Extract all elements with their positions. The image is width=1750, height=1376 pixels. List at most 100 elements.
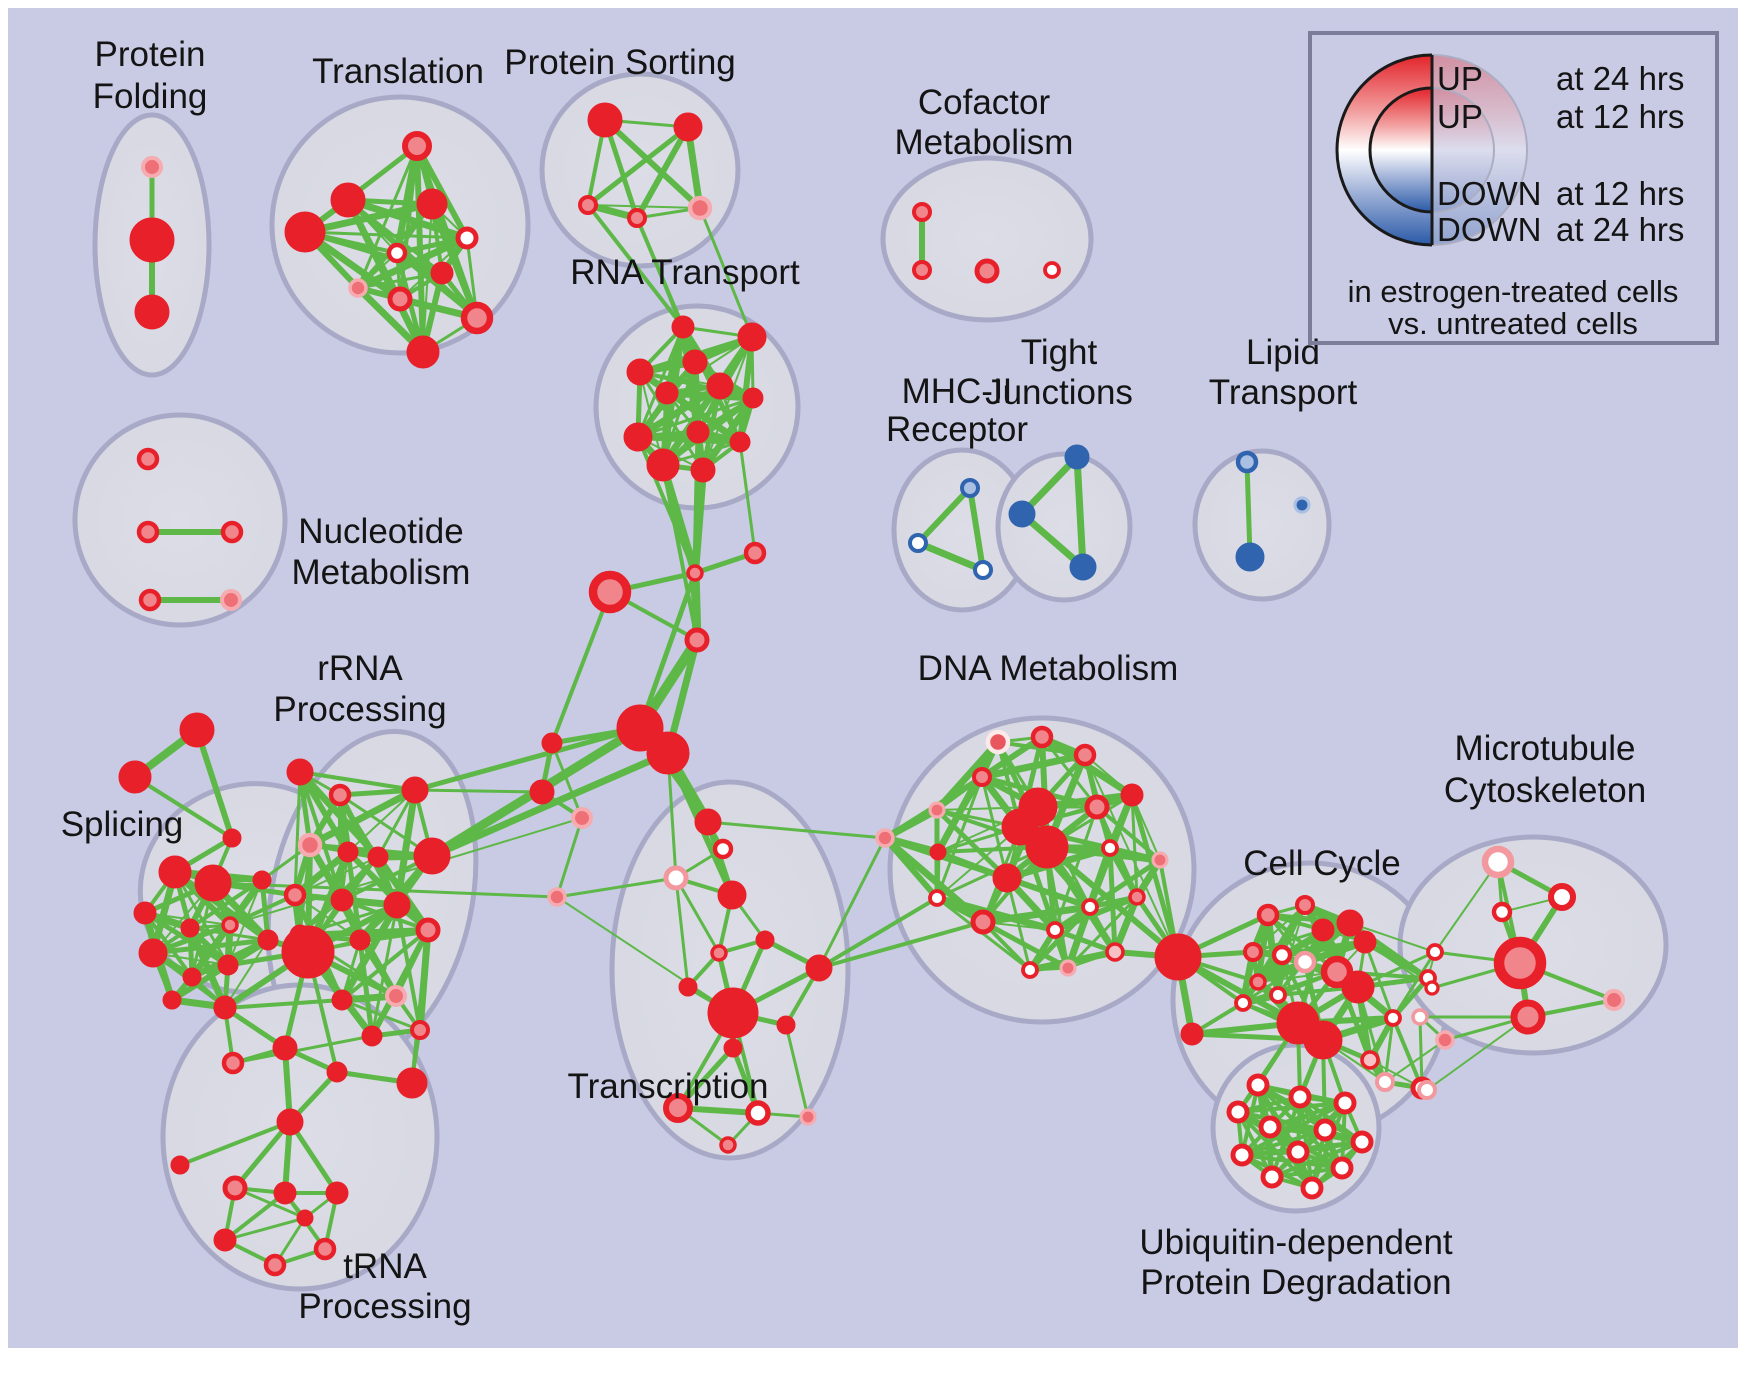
- node-dna-metabolism: [928, 889, 946, 907]
- node-trna-processing: [213, 996, 237, 1020]
- edge-transcription: [674, 877, 721, 954]
- edge-protein-sorting: [602, 117, 703, 211]
- edge-dna-metabolism: [1107, 846, 1140, 899]
- edge-rna-transport: [700, 396, 756, 472]
- cluster-bubble-nucleotide-metabolism: [72, 412, 288, 628]
- node-cell-cycle: [1243, 942, 1263, 962]
- edge-trna-processing: [223, 1191, 287, 1242]
- node-translation: [430, 261, 454, 285]
- node-rrna-processing: [330, 888, 354, 912]
- node-dna-metabolism: [1059, 959, 1077, 977]
- node-nucleotide-metabolism: [138, 588, 162, 612]
- node-ubiquitin: [1230, 1143, 1254, 1167]
- node-rna-transport: [623, 422, 653, 452]
- edge-link: [818, 920, 984, 970]
- edge-rna-transport: [636, 326, 685, 438]
- node-protein-folding: [129, 217, 175, 263]
- cluster-label-microtubule-line1: Cytoskeleton: [1444, 771, 1646, 810]
- edge-dna-metabolism: [1054, 927, 1116, 955]
- legend: UP at 24 hrs UP at 12 hrs DOWN at 12 hrs…: [1308, 31, 1719, 345]
- node-backbone: [684, 627, 710, 653]
- cluster-label-splicing-line0: Splicing: [61, 805, 184, 844]
- edge-link: [224, 998, 343, 1010]
- edge-dna-metabolism: [1006, 875, 1091, 910]
- node-rna-transport: [690, 457, 716, 483]
- node-cell-cycle: [1353, 930, 1377, 954]
- cluster-label-mhc-ii-receptor-line0: MHC-II: [902, 372, 1013, 411]
- node-cell-cycle: [1256, 903, 1280, 927]
- cluster-label-ubiquitin-line0: Ubiquitin-dependent: [1139, 1223, 1453, 1262]
- edge-microtubule: [1426, 1016, 1529, 1091]
- node-microtubule: [1602, 988, 1626, 1012]
- edge-rna-transport: [660, 335, 755, 467]
- edge-tight-junctions: [1073, 456, 1087, 568]
- edge-rrna-processing: [294, 856, 379, 896]
- node-rrna-processing: [297, 832, 323, 858]
- node-microtubule: [1426, 943, 1444, 961]
- node-nucleotide-metabolism: [136, 520, 160, 544]
- edge-link: [194, 729, 235, 839]
- node-dna-metabolism: [1073, 743, 1097, 767]
- node-trna-processing: [325, 1181, 349, 1205]
- node-cell-cycle: [1269, 986, 1287, 1004]
- cluster-label-cell-cycle-line0: Cell Cycle: [1243, 844, 1401, 883]
- node-dna-metabolism: [1101, 839, 1119, 857]
- node-rrna-processing: [383, 891, 411, 919]
- edge-lipid-transport: [1244, 461, 1253, 558]
- node-lipid-transport: [1235, 450, 1259, 474]
- edge-link: [212, 881, 558, 899]
- node-translation: [387, 286, 413, 312]
- node-transcription: [717, 880, 747, 910]
- edge-link: [698, 207, 754, 338]
- node-protein-folding: [134, 294, 170, 330]
- cluster-label-cofactor-metabolism-line1: Metabolism: [895, 123, 1074, 162]
- node-dna-metabolism: [1120, 783, 1144, 807]
- node-cell-cycle: [1295, 895, 1315, 915]
- node-backbone: [743, 541, 767, 565]
- node-transcription: [719, 1136, 737, 1154]
- legend-caption-line2: vs. untreated cells: [1388, 306, 1638, 341]
- node-cell-cycle: [1234, 994, 1252, 1012]
- edge-trna-processing: [287, 1120, 340, 1195]
- edge-dna-metabolism: [935, 776, 984, 899]
- edge-link: [1418, 1016, 1424, 1089]
- node-rrna-processing: [367, 846, 389, 868]
- node-cell-cycle: [1249, 973, 1267, 991]
- edge-link: [229, 817, 583, 926]
- node-lipid-transport: [1293, 496, 1311, 514]
- edge-rna-transport: [638, 371, 705, 471]
- legend-row-0-time: at 24 hrs: [1556, 60, 1684, 97]
- cluster-label-protein-folding-line0: Protein: [95, 35, 206, 74]
- node-trna-processing: [276, 1108, 304, 1136]
- edge-trna-processing: [234, 1186, 306, 1220]
- node-translation: [402, 131, 432, 161]
- edge-link: [229, 893, 296, 927]
- node-rrna-processing: [410, 1020, 430, 1040]
- edge-link: [1129, 794, 1181, 958]
- node-cell-cycle: [1341, 970, 1375, 1004]
- edge-translation: [346, 196, 469, 242]
- node-ubiquitin: [1350, 1130, 1374, 1154]
- edge-dna-metabolism: [936, 894, 1056, 934]
- cluster-label-lipid-transport-line0: Lipid: [1246, 333, 1320, 372]
- nodes: [118, 102, 1626, 1277]
- node-ubiquitin: [1246, 1073, 1270, 1097]
- edge-ubiquitin: [1241, 1128, 1326, 1157]
- edge-link: [430, 749, 670, 860]
- node-splicing: [217, 954, 239, 976]
- node-rna-transport: [671, 315, 695, 339]
- node-lipid-transport: [1235, 542, 1265, 572]
- node-backbone: [570, 806, 594, 830]
- node-trna-processing: [326, 1061, 348, 1083]
- node-tight-junctions: [1008, 500, 1036, 528]
- node-rna-transport: [706, 372, 734, 400]
- cluster-label-protein-sorting-line0: Protein Sorting: [504, 43, 736, 82]
- node-trna-processing: [313, 1237, 337, 1261]
- cluster-bubble-tight-junctions: [995, 451, 1133, 603]
- node-ubiquitin: [1313, 1118, 1337, 1142]
- cluster-bubble-lipid-transport: [1192, 448, 1332, 602]
- edge-link: [550, 742, 584, 819]
- node-rrna-processing: [281, 925, 335, 979]
- node-backbone: [179, 712, 215, 748]
